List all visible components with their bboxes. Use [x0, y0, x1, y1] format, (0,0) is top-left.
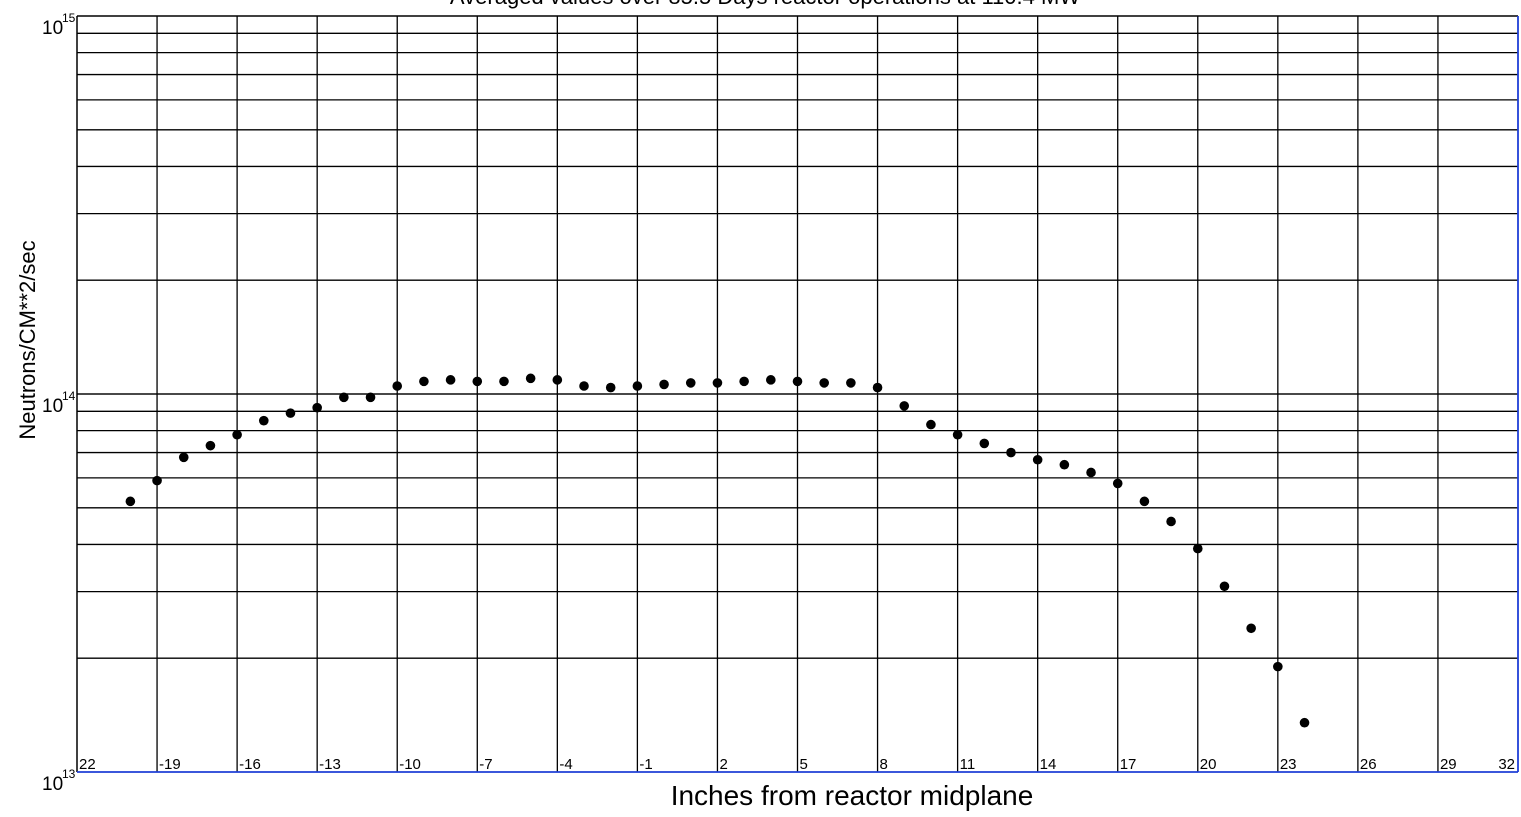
data-point [1219, 581, 1230, 592]
x-tick-label: 26 [1360, 756, 1377, 773]
x-tick-label: 14 [1040, 756, 1057, 773]
data-point [766, 375, 776, 385]
y-axis-label: Neutrons/CM**2/sec [15, 240, 40, 439]
x-tick-label: -7 [479, 756, 492, 773]
x-axis-label: Inches from reactor midplane [671, 780, 1034, 811]
data-points [125, 373, 1310, 728]
data-point [125, 496, 136, 507]
x-tick-label: 20 [1200, 756, 1217, 773]
plot-frame [76, 15, 1519, 773]
data-point [792, 376, 803, 387]
data-point [419, 376, 429, 387]
data-point [1299, 717, 1310, 728]
data-point [258, 415, 269, 426]
data-point [846, 378, 856, 388]
data-point [739, 376, 749, 387]
data-point [499, 376, 509, 387]
chart-title: Averaged values over 85.5 Days reactor o… [450, 0, 1080, 9]
data-point [926, 419, 936, 430]
y-tick-exponent: 14 [62, 389, 76, 403]
x-tick-label: 5 [800, 756, 808, 773]
x-tick-label: -16 [239, 756, 261, 773]
data-point [819, 378, 829, 388]
data-point [1032, 454, 1043, 465]
x-tick-label: -13 [319, 756, 341, 773]
data-point [1112, 478, 1123, 489]
data-point [712, 378, 723, 388]
x-tick-label: -1 [639, 756, 652, 773]
data-point [232, 429, 242, 440]
data-point [1006, 447, 1016, 458]
data-point [392, 381, 403, 391]
data-point [1166, 516, 1176, 527]
data-point [579, 381, 589, 391]
data-point [525, 373, 536, 384]
data-point [339, 392, 349, 403]
data-point [659, 379, 669, 390]
x-tick-label: 11 [960, 756, 976, 773]
y-tick-exponent: 15 [62, 11, 76, 25]
data-point [1246, 623, 1256, 634]
data-point [205, 440, 216, 451]
data-point [1086, 467, 1096, 478]
data-point [365, 392, 376, 403]
y-tick-base: 10 [42, 396, 63, 417]
x-tick-label: 29 [1440, 756, 1457, 773]
data-point [872, 382, 883, 393]
data-point [1139, 496, 1150, 507]
data-point [552, 375, 563, 385]
x-tick-label: 17 [1120, 756, 1137, 773]
data-point [472, 376, 483, 387]
data-point [1273, 661, 1283, 672]
x-tick-label: 2 [719, 756, 727, 773]
x-tick-label: -19 [159, 756, 181, 773]
data-point [979, 438, 990, 449]
data-point [685, 378, 696, 388]
data-point [632, 381, 643, 391]
y-tick-exponent: 13 [62, 767, 76, 781]
data-point [178, 452, 189, 463]
data-point [445, 375, 456, 385]
data-point [1059, 459, 1070, 470]
data-point [605, 382, 616, 393]
data-point [952, 429, 963, 440]
x-tick-label: 32 [1498, 756, 1515, 773]
x-tick-labels: 22 -19 -16 -13 -10 -7 -4 -1 2 5 8 11 14 17 20 23 26 29 32 [79, 756, 1515, 773]
data-point [312, 402, 322, 413]
data-point [1192, 543, 1203, 554]
x-tick-label: 22 [79, 756, 96, 773]
x-tick-label: 23 [1280, 756, 1297, 773]
x-tick-label: -4 [559, 756, 572, 773]
y-tick-base: 10 [42, 774, 63, 795]
data-point [899, 401, 910, 411]
y-tick-base: 10 [42, 18, 63, 39]
gridlines [77, 16, 1518, 772]
x-tick-label: 8 [880, 756, 888, 773]
data-point [152, 475, 162, 486]
x-tick-label: -10 [399, 756, 421, 773]
data-point [285, 408, 296, 418]
